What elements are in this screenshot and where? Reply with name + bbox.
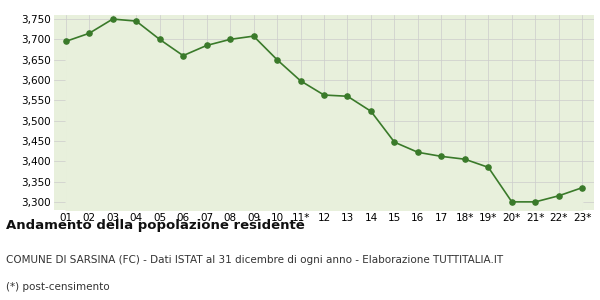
Point (108, 17, 118, 22)
Point (319, 93, 329, 98)
Point (85, 31, 94, 36)
Point (437, 154, 446, 159)
Point (484, 165, 493, 170)
Point (225, 37, 235, 42)
Point (178, 53, 188, 58)
Point (343, 94, 352, 99)
Text: COMUNE DI SARSINA (FC) - Dati ISTAT al 31 dicembre di ogni anno - Elaborazione T: COMUNE DI SARSINA (FC) - Dati ISTAT al 3… (6, 255, 503, 265)
Point (61, 39, 71, 44)
Point (272, 57, 282, 62)
Point (366, 109, 376, 114)
Point (202, 43, 211, 48)
Point (413, 150, 423, 155)
Point (389, 140, 399, 145)
Point (296, 78, 305, 83)
Point (249, 34, 259, 38)
Point (131, 19, 141, 23)
Point (460, 157, 470, 162)
Point (577, 185, 587, 190)
Text: Andamento della popolazione residente: Andamento della popolazione residente (6, 219, 305, 232)
Point (530, 200, 540, 204)
Text: (*) post-censimento: (*) post-censimento (6, 282, 110, 292)
Point (507, 200, 517, 204)
Point (155, 37, 164, 42)
Point (554, 194, 563, 198)
